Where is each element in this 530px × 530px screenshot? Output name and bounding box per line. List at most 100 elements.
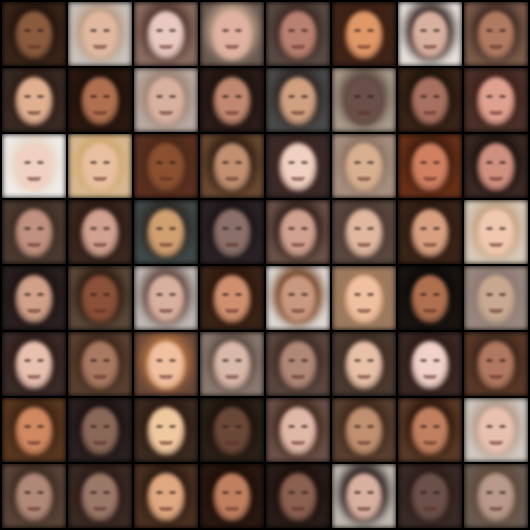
face-shape [147,341,185,390]
face-shape [81,275,119,324]
right-eye [301,359,308,362]
face-shape [213,341,251,390]
face-sample-tile [68,68,132,132]
face-sample-tile [332,134,396,198]
mouth [225,45,239,49]
face-shape [15,275,53,324]
face-shape [81,209,119,258]
left-eye [486,425,493,428]
face-sample-tile [332,266,396,330]
right-eye [433,227,440,230]
face-shape [15,341,53,390]
right-eye [37,359,44,362]
mouth [423,309,437,313]
face-sample-tile [68,200,132,264]
mouth [159,111,173,115]
mouth [291,309,305,313]
face-sample-tile [2,2,66,66]
mouth [225,177,239,181]
mouth [291,243,305,247]
face-shape [213,473,251,522]
mouth [357,45,371,49]
right-eye [103,29,110,32]
right-eye [103,227,110,230]
left-eye [222,425,229,428]
right-eye [169,425,176,428]
left-eye [222,227,229,230]
right-eye [235,359,242,362]
face-shape [477,143,515,192]
mouth [225,441,239,445]
face-sample-tile [464,464,528,528]
face-sample-tile [68,2,132,66]
left-eye [90,29,97,32]
face-sample-tile [464,134,528,198]
face-shape [477,473,515,522]
mouth [357,507,371,511]
left-eye [354,95,361,98]
right-eye [367,359,374,362]
face-shape [15,209,53,258]
left-eye [486,161,493,164]
left-eye [486,29,493,32]
left-eye [156,95,163,98]
face-sample-tile [134,200,198,264]
right-eye [499,491,506,494]
left-eye [288,425,295,428]
face-shape [15,407,53,456]
right-eye [103,161,110,164]
left-eye [156,29,163,32]
mouth [27,507,41,511]
left-eye [486,359,493,362]
mouth [225,111,239,115]
face-shape [213,77,251,126]
mouth [159,45,173,49]
face-shape [15,473,53,522]
face-sample-tile [464,266,528,330]
mouth [423,441,437,445]
left-eye [90,293,97,296]
face-shape [15,77,53,126]
left-eye [156,161,163,164]
right-eye [433,359,440,362]
face-sample-tile [134,134,198,198]
face-sample-tile [398,2,462,66]
right-eye [367,425,374,428]
right-eye [235,491,242,494]
face-sample-tile [398,398,462,462]
face-shape [147,209,185,258]
right-eye [301,425,308,428]
face-sample-tile [68,332,132,396]
mouth [489,309,503,313]
mouth [27,111,41,115]
face-shape [411,341,449,390]
left-eye [420,293,427,296]
left-eye [222,359,229,362]
right-eye [433,293,440,296]
right-eye [499,425,506,428]
left-eye [354,293,361,296]
left-eye [156,227,163,230]
face-shape [147,11,185,60]
face-shape [477,341,515,390]
face-shape [279,143,317,192]
mouth [93,441,107,445]
face-shape [81,407,119,456]
face-sample-tile [134,398,198,462]
face-shape [411,275,449,324]
right-eye [367,95,374,98]
face-shape [345,209,383,258]
right-eye [169,29,176,32]
face-sample-tile [266,332,330,396]
face-sample-tile [464,2,528,66]
right-eye [433,491,440,494]
face-shape [279,275,317,324]
left-eye [24,491,31,494]
face-shape [279,407,317,456]
face-sample-tile [464,398,528,462]
left-eye [288,227,295,230]
right-eye [499,359,506,362]
right-eye [301,161,308,164]
left-eye [354,161,361,164]
